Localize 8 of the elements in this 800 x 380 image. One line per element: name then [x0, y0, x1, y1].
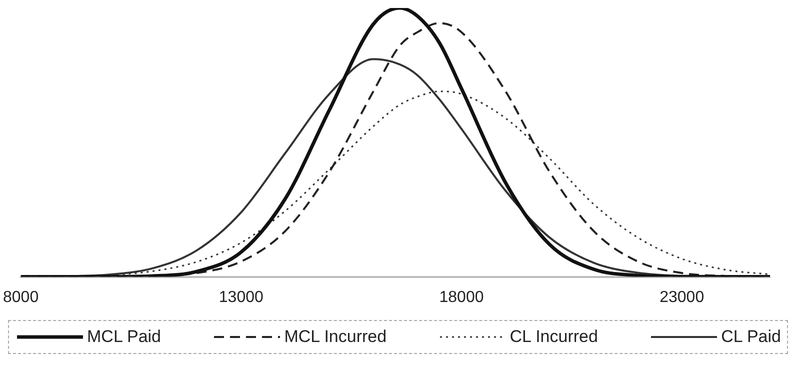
x-tick-label: 8000 [3, 288, 39, 306]
legend-label: MCL Paid [87, 327, 162, 347]
legend-label: CL Paid [721, 327, 781, 347]
legend-label: MCL Incurred [284, 327, 387, 347]
legend-label: CL Incurred [510, 327, 598, 347]
x-tick-label: 23000 [660, 288, 704, 306]
x-tick-label: 13000 [218, 288, 264, 306]
x-tick-label: 18000 [439, 288, 484, 306]
